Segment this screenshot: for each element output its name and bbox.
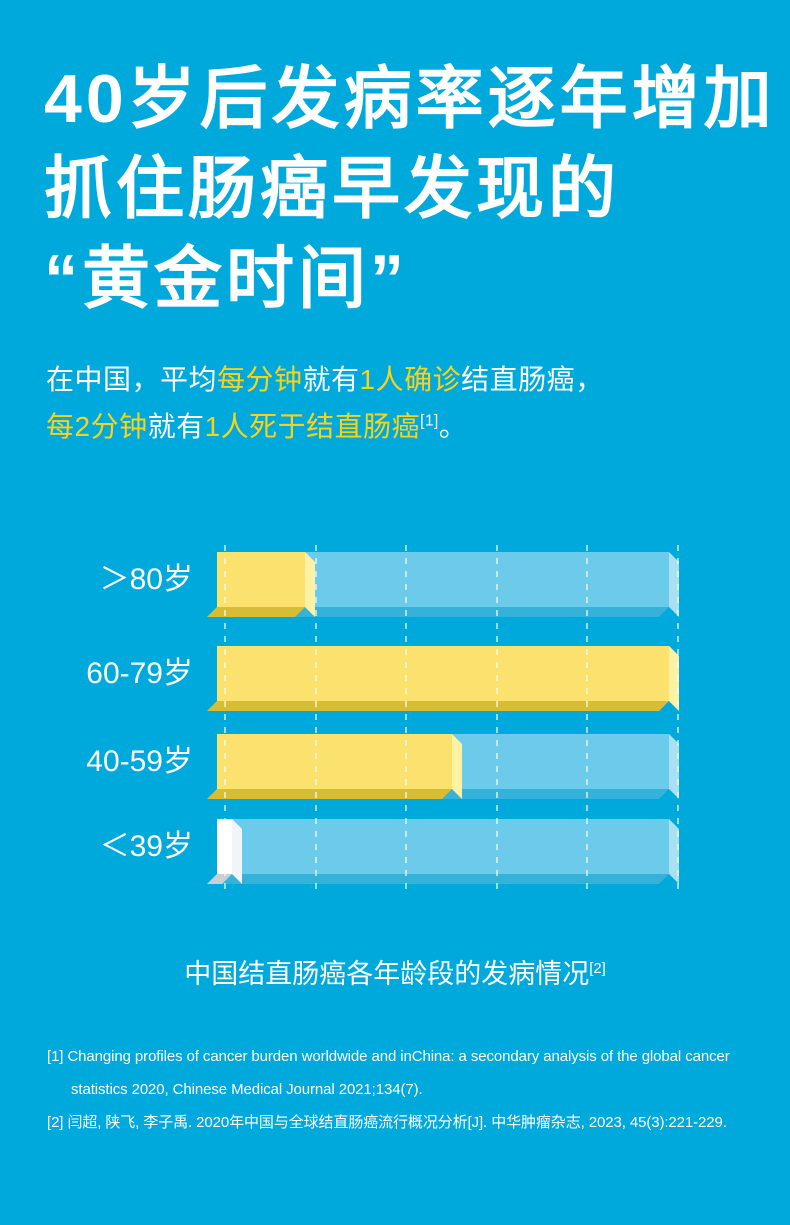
bar-label-over-80: ＞80岁 (99, 563, 193, 596)
chart-row: 40-59岁 (0, 734, 790, 799)
bar-track-bevel-right (669, 734, 679, 799)
chart-row: ＞80岁 (0, 552, 790, 617)
chart-caption: 中国结直肠癌各年龄段的发病情况[2] (0, 952, 790, 991)
title-line-1: 40岁后发病率逐年增加 (44, 61, 776, 137)
intro-line-1: 在中国，平均每分钟就有1人确诊结直肠癌， (46, 356, 604, 403)
bar-fill-bevel-right (305, 552, 316, 617)
intro-segment: 就有 (147, 411, 205, 442)
bar-fill-face (217, 819, 232, 874)
bar-label-40-59: 40-59岁 (86, 745, 193, 778)
bar-fill-bevel-bottom (207, 789, 453, 799)
chart-row: 60-79岁 (0, 646, 790, 711)
age-incidence-bar-chart: ＞80岁 60-79岁 (0, 545, 790, 897)
bar-fill-over-80 (207, 552, 316, 617)
bar-area (207, 819, 679, 884)
bar-fill-bevel-right (231, 819, 242, 884)
bar-fill-bevel-right (452, 734, 463, 799)
bar-track-bevel-right (669, 552, 679, 617)
bar-area (207, 734, 679, 799)
intro-segment: 在中国，平均 (46, 364, 218, 395)
bar-area (207, 646, 679, 711)
page-title: 40岁后发病率逐年增加 抓住肠癌早发现的 “黄金时间” (44, 54, 776, 324)
references: [1] Changing profiles of cancer burden w… (47, 1040, 777, 1139)
intro-segment: 。 (438, 411, 468, 442)
intro-paragraph: 在中国，平均每分钟就有1人确诊结直肠癌， 每2分钟就有1人死于结直肠癌[1]。 (46, 356, 604, 450)
title-line-3: “黄金时间” (44, 241, 409, 317)
intro-segment-highlight: 1人确诊 (359, 364, 462, 395)
intro-segment-highlight: 1人死于结直肠癌 (204, 411, 421, 442)
bar-fill-40-59 (207, 734, 463, 799)
bar-label-60-79: 60-79岁 (86, 657, 193, 690)
bar-fill-60-79 (207, 646, 679, 711)
reference-line-2: [2] 闫超, 陕飞, 李子禹. 2020年中国与全球结直肠癌流行概况分析[J]… (47, 1114, 727, 1131)
bar-track (207, 819, 679, 884)
reference-mark-2: [2] (589, 961, 606, 977)
reference-mark-1: [1] (420, 412, 439, 430)
bar-label-under-39: ＜39岁 (99, 830, 193, 863)
bar-fill-bevel-right (669, 646, 679, 711)
bar-fill-under-39 (207, 819, 242, 884)
intro-segment-highlight: 每分钟 (217, 364, 303, 395)
intro-segment: 结直肠癌， (461, 364, 604, 395)
bar-fill-bevel-bottom (207, 607, 306, 617)
chart-caption-text: 中国结直肠癌各年龄段的发病情况 (184, 959, 590, 989)
intro-segment-highlight: 每2分钟 (46, 411, 148, 442)
chart-row: ＜39岁 (0, 819, 790, 884)
bar-track-face (217, 819, 669, 874)
bar-fill-face (217, 734, 453, 789)
title-line-2: 抓住肠癌早发现的 (44, 151, 621, 227)
bar-track-bevel-right (669, 819, 679, 884)
bar-fill-face (217, 646, 669, 701)
intro-line-2: 每2分钟就有1人死于结直肠癌[1]。 (46, 403, 604, 450)
bar-fill-bevel-bottom (207, 701, 669, 711)
bar-track-bevel-bottom (207, 874, 669, 884)
reference-line-1-continued: statistics 2020, Chinese Medical Journal… (71, 1081, 423, 1098)
reference-line-1: [1] Changing profiles of cancer burden w… (47, 1048, 730, 1065)
bar-area (207, 552, 679, 617)
bar-fill-face (217, 552, 306, 607)
intro-segment: 就有 (302, 364, 360, 395)
